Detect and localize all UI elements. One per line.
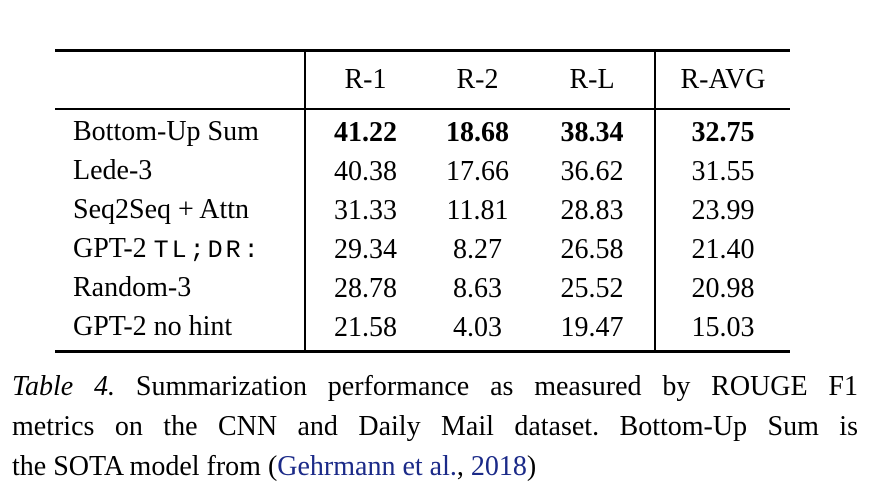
row-label-mono-text: TL;DR: xyxy=(153,236,262,265)
metric-value-r2: 8.27 xyxy=(453,234,502,265)
metric-value-r2: 4.03 xyxy=(453,312,502,343)
table-header-row: R-1 R-2 R-L R-AVG xyxy=(55,50,790,110)
metric-value-r1: 40.38 xyxy=(304,152,425,191)
row-label: Bottom-Up Sum xyxy=(55,109,305,152)
metric-value-ravg: 21.40 xyxy=(654,230,790,269)
row-label-text: Random-3 xyxy=(73,272,192,303)
metric-value-r2: 17.66 xyxy=(446,156,509,187)
row-label-text: Lede-3 xyxy=(73,155,153,186)
table-row: GPT-2 no hint 21.58 4.03 19.47 15.03 xyxy=(55,308,790,352)
metric-value-rl: 36.62 xyxy=(560,156,624,187)
metric-value-ravg: 32.75 xyxy=(654,109,790,152)
metric-value-rl: 25.52 xyxy=(560,273,624,304)
column-header-rl: R-L xyxy=(530,50,655,110)
caption-text: the SOTA model from ( xyxy=(12,451,278,482)
caption-text: Summarization performance as measured by… xyxy=(115,371,858,402)
table-row: Random-3 28.78 8.63 25.52 20.98 xyxy=(55,269,790,308)
citation-author-link[interactable]: Gehrmann et al. xyxy=(277,451,457,482)
column-header-r2: R-2 xyxy=(425,50,530,110)
table-row: Seq2Seq + Attn 31.33 11.81 28.83 23.99 xyxy=(55,191,790,230)
row-label-text: GPT-2 xyxy=(73,233,154,264)
table-number-label: Table 4. xyxy=(12,371,116,402)
corner-header-cell xyxy=(55,50,305,110)
metric-value-ravg: 20.98 xyxy=(654,269,790,308)
metric-value-r2: 8.63 xyxy=(453,273,502,304)
row-label: GPT-2 TL;DR: xyxy=(55,230,305,269)
column-header-ravg: R-AVG xyxy=(654,50,790,110)
caption-text: ) xyxy=(526,451,537,482)
metric-value-r1: 21.58 xyxy=(304,308,425,352)
row-label-text: GPT-2 no hint xyxy=(73,311,233,342)
metric-value-r2: 11.81 xyxy=(446,195,509,226)
row-label-text: Seq2Seq + Attn xyxy=(73,194,250,225)
metric-value-ravg: 15.03 xyxy=(654,308,790,352)
citation-year-link[interactable]: 2018 xyxy=(470,451,527,482)
metric-value-rl: 26.58 xyxy=(560,234,624,265)
table-caption: Table 4. Summarization performance as me… xyxy=(12,367,858,487)
caption-line-3: the SOTA model from (Gehrmann et al., 20… xyxy=(12,447,858,487)
metric-value-ravg: 31.55 xyxy=(654,152,790,191)
metric-value-rl: 38.34 xyxy=(560,117,624,148)
metric-value-rl: 19.47 xyxy=(560,312,624,343)
row-label: Lede-3 xyxy=(55,152,305,191)
row-label: Random-3 xyxy=(55,269,305,308)
table-row: Lede-3 40.38 17.66 36.62 31.55 xyxy=(55,152,790,191)
table-row: GPT-2 TL;DR: 29.34 8.27 26.58 21.40 xyxy=(55,230,790,269)
metric-value-r1: 41.22 xyxy=(304,109,425,152)
metric-value-rl: 28.83 xyxy=(560,195,624,226)
caption-text: , xyxy=(456,451,471,482)
metric-value-r1: 29.34 xyxy=(304,230,425,269)
column-header-r1: R-1 xyxy=(304,50,425,110)
results-table: R-1 R-2 R-L R-AVG Bottom-Up Sum 41.22 18… xyxy=(55,49,790,353)
metric-value-r1: 31.33 xyxy=(304,191,425,230)
metric-value-r1: 28.78 xyxy=(304,269,425,308)
metric-value-ravg: 23.99 xyxy=(654,191,790,230)
table-row: Bottom-Up Sum 41.22 18.68 38.34 32.75 xyxy=(55,109,790,152)
caption-line-1: Table 4. Summarization performance as me… xyxy=(12,367,858,407)
metric-value-r2: 18.68 xyxy=(446,117,509,148)
row-label: Seq2Seq + Attn xyxy=(55,191,305,230)
row-label-text: Bottom-Up Sum xyxy=(73,116,259,147)
caption-line-2: metrics on the CNN and Daily Mail datase… xyxy=(12,411,858,442)
row-label: GPT-2 no hint xyxy=(55,308,305,352)
